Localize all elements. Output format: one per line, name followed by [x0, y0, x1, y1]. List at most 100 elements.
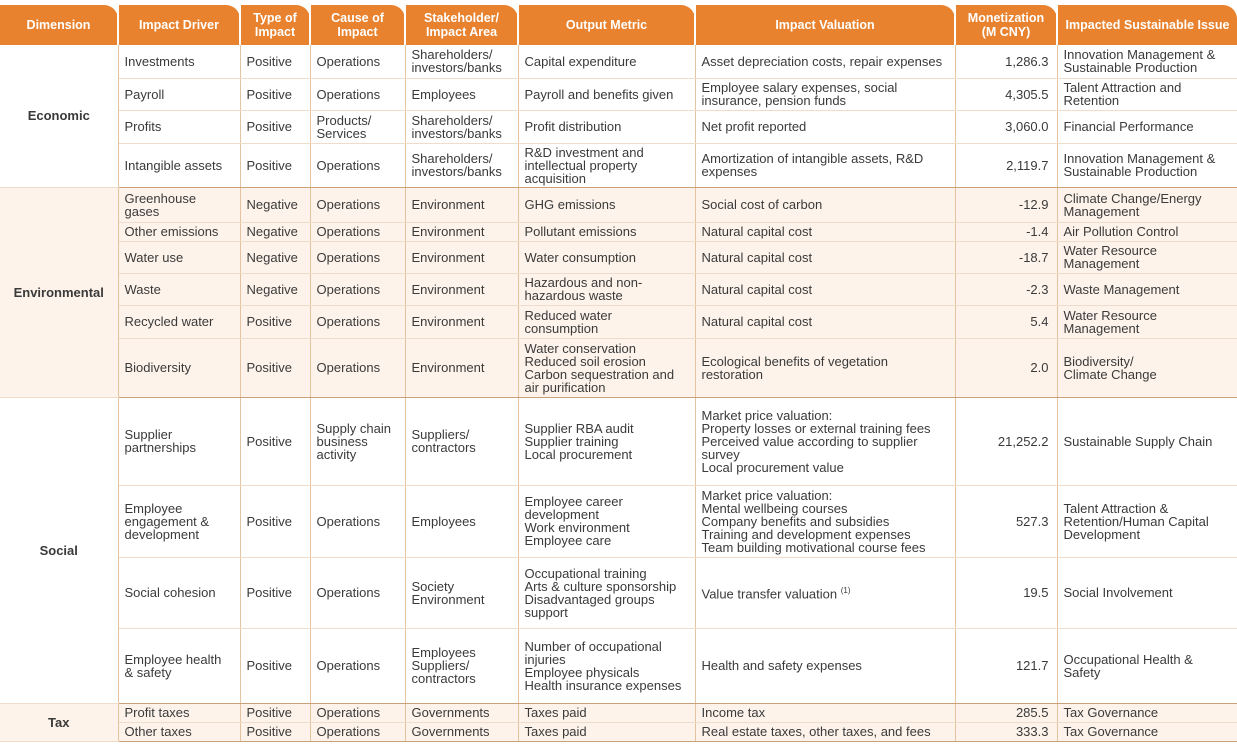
impact-valuation-cell: Health and safety expenses [695, 628, 956, 704]
impact-valuation-cell: Asset depreciation costs, repair expense… [695, 45, 956, 79]
cell-text: Net profit reported [701, 119, 807, 134]
cause-of-impact-cell: Operations [310, 338, 406, 398]
cell-text: Water use [124, 249, 184, 265]
type-of-impact-cell: Negative [240, 241, 311, 274]
table-row: Intangible assets Positive Operations Share… [0, 143, 1237, 188]
output-metric-cell: Water consumption [518, 241, 696, 274]
dimension-label: Economic [27, 108, 90, 124]
cell-text: Operations [316, 658, 381, 673]
table-row: Environmental Greenhouse gases Negative Ope… [0, 187, 1237, 398]
cell-text: Products/ Services [316, 112, 372, 141]
type-of-impact-cell: Positive [240, 557, 311, 629]
cause-of-impact-cell: Operations [310, 485, 406, 558]
table-row: Employee engagement & development Positiv… [0, 485, 1237, 558]
cell-text: Payroll and benefits given [524, 86, 674, 102]
cell-text: GHG emissions [524, 197, 616, 212]
table-row: Other emissions Negative Operations Environ… [0, 222, 1237, 242]
cell-text: Environment [411, 314, 485, 329]
sustainable-issue-cell: Water Resource Management [1057, 305, 1237, 339]
impact-driver-cell: Intangible assets [118, 143, 241, 188]
dimension-cell: Social [0, 397, 119, 704]
impact-valuation-cell: Income tax [695, 703, 956, 723]
cell-line: Market price valuation: [701, 487, 833, 503]
output-metric-cell: Water conservation Reduced soil erosion Ca… [518, 338, 696, 398]
cause-of-impact-cell: Operations [310, 45, 406, 79]
cell-text: Employee salary expenses, social insuran… [701, 80, 898, 108]
cause-of-impact-cell: Operations [310, 78, 406, 111]
cell-text: Environment [411, 197, 485, 212]
cell-text: Operations [316, 86, 381, 102]
sustainable-issue-cell: Air Pollution Control [1057, 222, 1237, 242]
cell-text: Asset depreciation costs, repair expense… [701, 53, 943, 69]
sustainable-issue-cell: Social Involvement [1057, 557, 1237, 629]
cause-of-impact-cell: Operations [310, 557, 406, 629]
cell-text: 19.5 [1023, 585, 1049, 600]
table-row: Water use Negative Operations Environment Wa… [0, 241, 1237, 274]
impact-driver-cell: Profit taxes [118, 703, 241, 723]
impact-valuation-cell: Employee salary expenses, social insuran… [695, 78, 956, 111]
cell-line: Society [411, 578, 455, 594]
cell-text: Positive [246, 513, 293, 529]
stakeholder-cell: Governments [405, 722, 519, 742]
header-text: Impact Driver [139, 18, 219, 32]
type-of-impact-cell: Positive [240, 78, 311, 111]
cell-line: Occupational training [524, 565, 647, 581]
cell-text: Negative [246, 249, 298, 265]
cause-of-impact-cell: Operations [310, 222, 406, 242]
cell-text: Employee health & safety [124, 651, 222, 680]
cell-text: Natural capital cost [701, 249, 813, 265]
table-row: Payroll Positive Operations Employees Payrol… [0, 78, 1237, 111]
cell-text: Innovation Management & Sustainable Prod… [1063, 151, 1216, 179]
output-metric-cell: Number of occupational injuries Employee … [518, 628, 696, 704]
monetization-cell: 2.0 [955, 338, 1058, 398]
impact-valuation-cell: Natural capital cost [695, 273, 956, 306]
cell-line: Environment [411, 591, 485, 607]
cell-text: -1.4 [1026, 224, 1049, 239]
sustainable-issue-cell: Innovation Management & Sustainable Prod… [1057, 45, 1237, 79]
cell-line: Reduced soil erosion [524, 353, 646, 369]
cause-of-impact-cell: Operations [310, 187, 406, 223]
cell-text: 2,119.7 [1006, 157, 1049, 173]
cell-text: Social Involvement [1063, 585, 1173, 600]
stakeholder-cell: Shareholders/ investors/banks [405, 110, 519, 144]
cell-line: Disadvantaged groups support [524, 591, 655, 620]
cell-text: Climate Change/Energy Management [1063, 190, 1202, 219]
cell-text: 285.5 [1015, 705, 1049, 720]
type-of-impact-cell: Negative [240, 273, 311, 306]
cell-text: 3,060.0 [1005, 119, 1049, 134]
column-header: Cause of Impact [309, 5, 405, 45]
impact-valuation-cell: Ecological benefits of vegetation restor… [695, 338, 956, 398]
dimension-cell: Tax [0, 703, 119, 742]
cell-line: Property losses or external training fee… [701, 420, 931, 436]
cell-text: Hazardous and non-hazardous waste [524, 275, 643, 303]
type-of-impact-cell: Positive [240, 703, 311, 723]
cell-line: Local procurement [524, 446, 633, 462]
header-text: Type of Impact [253, 11, 297, 39]
cell-line: Supplier training [524, 433, 619, 449]
type-of-impact-cell: Positive [240, 485, 311, 558]
table-row: Biodiversity Positive Operations Environmen… [0, 338, 1237, 398]
cell-line: Employee physicals [524, 664, 640, 680]
cell-line: Supplier RBA audit [524, 420, 634, 436]
cell-text: Supply chain business activity [316, 420, 391, 462]
cell-line: Work environment [524, 520, 630, 535]
cell-text: Taxes paid [524, 724, 587, 739]
impact-driver-cell: Recycled water [118, 305, 241, 339]
cell-line: Local procurement value [701, 459, 844, 475]
cell-text: Governments [411, 724, 490, 739]
cell-line: Water conservation [524, 340, 637, 356]
cell-text: Recycled water [124, 314, 214, 329]
cell-text: Financial Performance [1063, 119, 1194, 134]
cell-text: Social cohesion [124, 585, 216, 600]
cell-line: Training and development expenses [701, 526, 911, 542]
monetization-cell: 121.7 [955, 628, 1058, 704]
cell-text: Operations [316, 724, 381, 739]
monetization-cell: 1,286.3 [955, 45, 1058, 79]
column-header: Output Metric [517, 5, 695, 45]
output-metric-cell: Payroll and benefits given [518, 78, 696, 111]
table-row: Other taxes Positive Operations Governments… [0, 722, 1237, 742]
table-row: Recycled water Positive Operations Environm… [0, 305, 1237, 339]
cell-text: Waste Management [1063, 281, 1180, 297]
type-of-impact-cell: Positive [240, 628, 311, 704]
cell-text: Capital expenditure [524, 53, 637, 69]
